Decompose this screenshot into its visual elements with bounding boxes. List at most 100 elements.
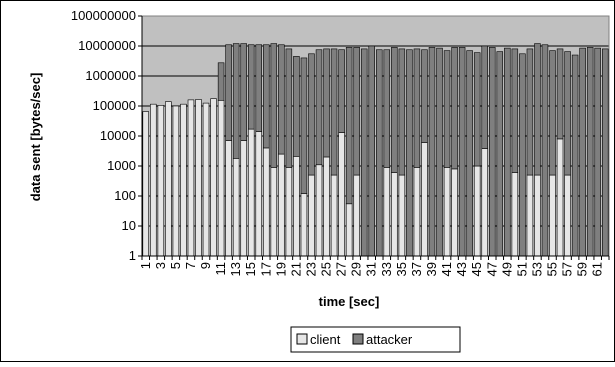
bar-attacker bbox=[353, 47, 360, 176]
axes: 1 10 100 1000 10000 100000 1000000 10000000 1000… bbox=[71, 8, 610, 276]
x-tick-label: 17 bbox=[258, 262, 273, 276]
bar-attacker bbox=[489, 47, 496, 257]
x-tick-label: 55 bbox=[545, 262, 560, 276]
bar-client bbox=[180, 103, 187, 257]
bar-attacker bbox=[586, 47, 594, 257]
bar-client bbox=[210, 98, 217, 257]
bar-attacker bbox=[368, 45, 375, 257]
y-tick-label: 1000000 bbox=[85, 68, 136, 83]
x-tick-label: 29 bbox=[349, 262, 364, 276]
bar-attacker bbox=[458, 47, 466, 257]
x-tick-label: 37 bbox=[409, 262, 424, 276]
y-tick-label: 100000000 bbox=[71, 8, 136, 23]
bar-attacker bbox=[345, 47, 353, 205]
x-tick-label: 23 bbox=[303, 262, 318, 276]
x-tick-label: 9 bbox=[198, 262, 213, 269]
legend-swatch-attacker bbox=[352, 333, 364, 345]
bar-client bbox=[157, 105, 165, 257]
legend-swatch-client bbox=[296, 333, 308, 345]
bar-attacker bbox=[413, 48, 421, 168]
y-tick-label: 10000 bbox=[100, 128, 136, 143]
x-tick-label: 5 bbox=[168, 262, 183, 269]
bar-client bbox=[255, 131, 262, 257]
legend-label-client: client bbox=[310, 332, 341, 347]
bar-attacker bbox=[421, 49, 428, 143]
bar-attacker bbox=[225, 44, 232, 141]
bar-attacker bbox=[511, 48, 519, 173]
bar-client bbox=[473, 165, 481, 257]
bar-attacker bbox=[278, 44, 285, 155]
x-tick-label: 7 bbox=[183, 262, 198, 269]
bar-client bbox=[263, 147, 270, 257]
bar-attacker bbox=[406, 49, 413, 257]
bar-attacker bbox=[564, 51, 571, 176]
bar-client bbox=[278, 153, 285, 257]
bar-attacker bbox=[247, 44, 255, 130]
bar-client bbox=[391, 172, 398, 257]
bar-client bbox=[330, 174, 338, 257]
x-axis-title: time [sec] bbox=[319, 294, 380, 309]
bar-client bbox=[270, 167, 278, 257]
bar-attacker bbox=[383, 49, 391, 168]
bar-client bbox=[338, 132, 345, 257]
bar-attacker bbox=[255, 44, 262, 132]
x-tick-label: 3 bbox=[153, 262, 168, 269]
x-tick-label: 39 bbox=[424, 262, 439, 276]
y-tick-label: 10 bbox=[122, 218, 136, 233]
bar-client bbox=[150, 103, 157, 257]
bar-attacker bbox=[323, 48, 330, 158]
bar-attacker bbox=[466, 50, 473, 257]
legend-label-attacker: attacker bbox=[366, 332, 413, 347]
x-tick-label: 41 bbox=[439, 262, 454, 276]
bar-client bbox=[421, 142, 428, 257]
bar-client bbox=[511, 172, 519, 257]
bar-client bbox=[308, 174, 315, 257]
bar-client bbox=[383, 167, 391, 257]
bar-attacker bbox=[556, 48, 564, 140]
bar-client bbox=[293, 156, 300, 257]
bar-attacker bbox=[534, 43, 541, 176]
bar-attacker bbox=[579, 47, 586, 257]
x-tick-label: 31 bbox=[364, 262, 379, 276]
x-tick-label: 49 bbox=[499, 262, 514, 276]
bar-attacker bbox=[217, 62, 225, 101]
x-tick-label: 45 bbox=[469, 262, 484, 276]
bar-client bbox=[353, 174, 360, 257]
bar-attacker bbox=[376, 49, 383, 257]
x-tick-label: 43 bbox=[454, 262, 469, 276]
bar-client bbox=[556, 138, 564, 257]
x-tick-label: 27 bbox=[334, 262, 349, 276]
y-tick-label: 100000 bbox=[93, 98, 136, 113]
x-tick-label: 21 bbox=[288, 262, 303, 276]
bar-client bbox=[217, 99, 225, 257]
bar-attacker bbox=[519, 53, 526, 257]
bar-client bbox=[225, 140, 232, 257]
bar-client bbox=[443, 167, 451, 257]
bar-client bbox=[451, 168, 458, 257]
bar-attacker bbox=[504, 47, 511, 257]
y-tick-label: 1 bbox=[129, 248, 136, 263]
bar-attacker bbox=[398, 48, 406, 176]
bar-attacker bbox=[240, 43, 247, 141]
y-tick-label: 100 bbox=[114, 188, 136, 203]
bar-client bbox=[300, 193, 308, 257]
bar-client bbox=[413, 167, 421, 257]
bar-attacker bbox=[263, 44, 270, 149]
legend-box bbox=[290, 326, 461, 353]
x-tick-label: 19 bbox=[273, 262, 288, 276]
x-tick-label: 61 bbox=[590, 262, 605, 276]
x-tick-label: 1 bbox=[138, 262, 153, 269]
plot-area bbox=[141, 15, 610, 257]
bar-client bbox=[247, 128, 255, 257]
bar-attacker bbox=[308, 53, 315, 176]
bar-attacker bbox=[300, 57, 308, 194]
bar-attacker bbox=[549, 50, 556, 176]
bar-client bbox=[345, 203, 353, 257]
bar-attacker bbox=[428, 47, 436, 257]
bar-attacker bbox=[473, 52, 481, 167]
bar-attacker bbox=[496, 51, 504, 257]
x-tick-label: 57 bbox=[560, 262, 575, 276]
y-axis-title: data sent [bytes/sec] bbox=[28, 73, 43, 202]
bar-attacker bbox=[285, 48, 293, 168]
